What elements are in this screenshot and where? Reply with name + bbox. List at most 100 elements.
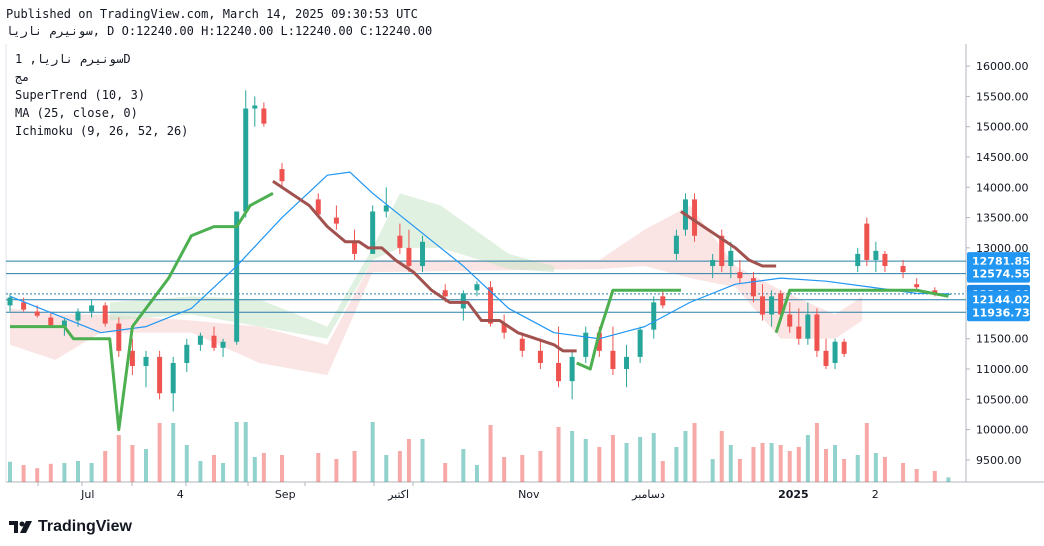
candle-body[interactable] (197, 335, 203, 345)
candle-body[interactable] (420, 241, 426, 267)
candle-body[interactable] (220, 341, 226, 348)
candle-body[interactable] (673, 235, 679, 254)
candle-body[interactable] (945, 293, 951, 295)
volume-bar (370, 422, 375, 482)
candle-body[interactable] (75, 311, 81, 321)
candle-body[interactable] (932, 290, 938, 294)
x-tick-label: اكتبر (387, 488, 409, 501)
candle-body[interactable] (143, 356, 149, 366)
candle-body[interactable] (48, 317, 54, 326)
candle-body[interactable] (211, 335, 217, 348)
candle-body[interactable] (352, 241, 358, 254)
tradingview-logo[interactable]: TradingView (8, 518, 132, 536)
candle-body[interactable] (129, 350, 135, 366)
candle-body[interactable] (873, 250, 879, 260)
y-tick-label: 9500.00 (976, 454, 1022, 467)
candle-body[interactable] (21, 302, 27, 310)
volume-bar (751, 447, 756, 482)
supertrend-down-line (272, 179, 577, 353)
y-tick-label: 14000.00 (976, 181, 1029, 194)
candle-body[interactable] (556, 362, 562, 382)
price-label-tag (967, 303, 1030, 322)
x-tick-label: 4 (177, 488, 184, 501)
volume-bar (674, 447, 679, 482)
candle-body[interactable] (660, 296, 666, 306)
candle-body[interactable] (474, 284, 480, 291)
candle-body[interactable] (610, 350, 616, 370)
supertrend-up-line (10, 192, 274, 432)
y-tick-label: 14500.00 (976, 151, 1029, 164)
candle-body[interactable] (234, 211, 240, 342)
candle-body[interactable] (261, 108, 267, 124)
volume-bar (116, 435, 121, 482)
x-tick-label: Sep (275, 488, 296, 501)
candle-body[interactable] (315, 199, 321, 215)
candle-body[interactable] (914, 284, 920, 288)
volume-bar (21, 465, 26, 482)
x-tick-label: Jul (80, 488, 94, 501)
candle-body[interactable] (252, 105, 258, 109)
supertrend-up-line (576, 288, 681, 371)
volume-bar (737, 459, 742, 482)
candle-body[interactable] (855, 253, 861, 267)
candle-body[interactable] (637, 329, 643, 357)
candle-body[interactable] (34, 311, 40, 316)
candle-body[interactable] (488, 287, 494, 324)
y-tick-label: 10500.00 (976, 393, 1029, 406)
candle-body[interactable] (61, 320, 67, 327)
legend-supertrend[interactable]: SuperTrend (10, 3) (15, 88, 146, 102)
candle-body[interactable] (796, 326, 802, 339)
candle-body[interactable] (769, 296, 775, 315)
legend-ichimoku[interactable]: Ichimoku (9, 26, 52, 26) (15, 124, 189, 138)
candle-body[interactable] (279, 169, 285, 182)
volume-bar (651, 433, 656, 482)
candle-body[interactable] (157, 356, 163, 394)
volume-bar (502, 457, 507, 482)
candle-body[interactable] (501, 323, 507, 333)
candle-body[interactable] (170, 362, 176, 394)
candle-body[interactable] (89, 305, 95, 312)
candle-body[interactable] (583, 332, 589, 357)
candle-body[interactable] (719, 235, 725, 267)
candle-body[interactable] (841, 341, 847, 354)
candle-body[interactable] (596, 332, 602, 351)
candle-body[interactable] (864, 223, 870, 260)
candle-body[interactable] (692, 199, 698, 236)
candle-body[interactable] (333, 217, 339, 224)
candle-body[interactable] (832, 341, 838, 363)
candle-body[interactable] (787, 314, 793, 327)
candle-body[interactable] (569, 356, 575, 382)
candle-body[interactable] (882, 253, 888, 267)
candle-body[interactable] (651, 302, 657, 330)
candle-body[interactable] (102, 305, 108, 324)
volume-bar (420, 439, 425, 482)
candle-body[interactable] (900, 266, 906, 273)
candle-body[interactable] (750, 278, 756, 297)
candle-body[interactable] (442, 290, 448, 297)
candle-body[interactable] (406, 247, 412, 267)
candle-body[interactable] (823, 350, 829, 366)
legend-ma[interactable]: MA (25, close, 0) (15, 106, 138, 120)
candle-body[interactable] (370, 211, 376, 254)
candle-body[interactable] (184, 344, 190, 363)
price-label-tag (967, 264, 1030, 283)
candle-body[interactable] (778, 293, 784, 315)
candle-body[interactable] (519, 338, 525, 351)
candle-body[interactable] (805, 314, 811, 339)
candle-body[interactable] (624, 356, 630, 370)
candle-body[interactable] (383, 205, 389, 212)
candle-body[interactable] (737, 272, 743, 279)
candle-body[interactable] (7, 297, 13, 306)
candle-body[interactable] (460, 293, 466, 309)
candle-body[interactable] (243, 108, 249, 212)
candle-body[interactable] (116, 323, 122, 351)
candle-body[interactable] (814, 314, 820, 351)
candle-body[interactable] (710, 259, 716, 267)
candle-body[interactable] (397, 235, 403, 248)
candle-body[interactable] (728, 250, 734, 267)
volume-bar (261, 453, 266, 482)
volume-bar (384, 455, 389, 482)
candle-body[interactable] (537, 350, 543, 363)
candle-body[interactable] (760, 296, 766, 315)
